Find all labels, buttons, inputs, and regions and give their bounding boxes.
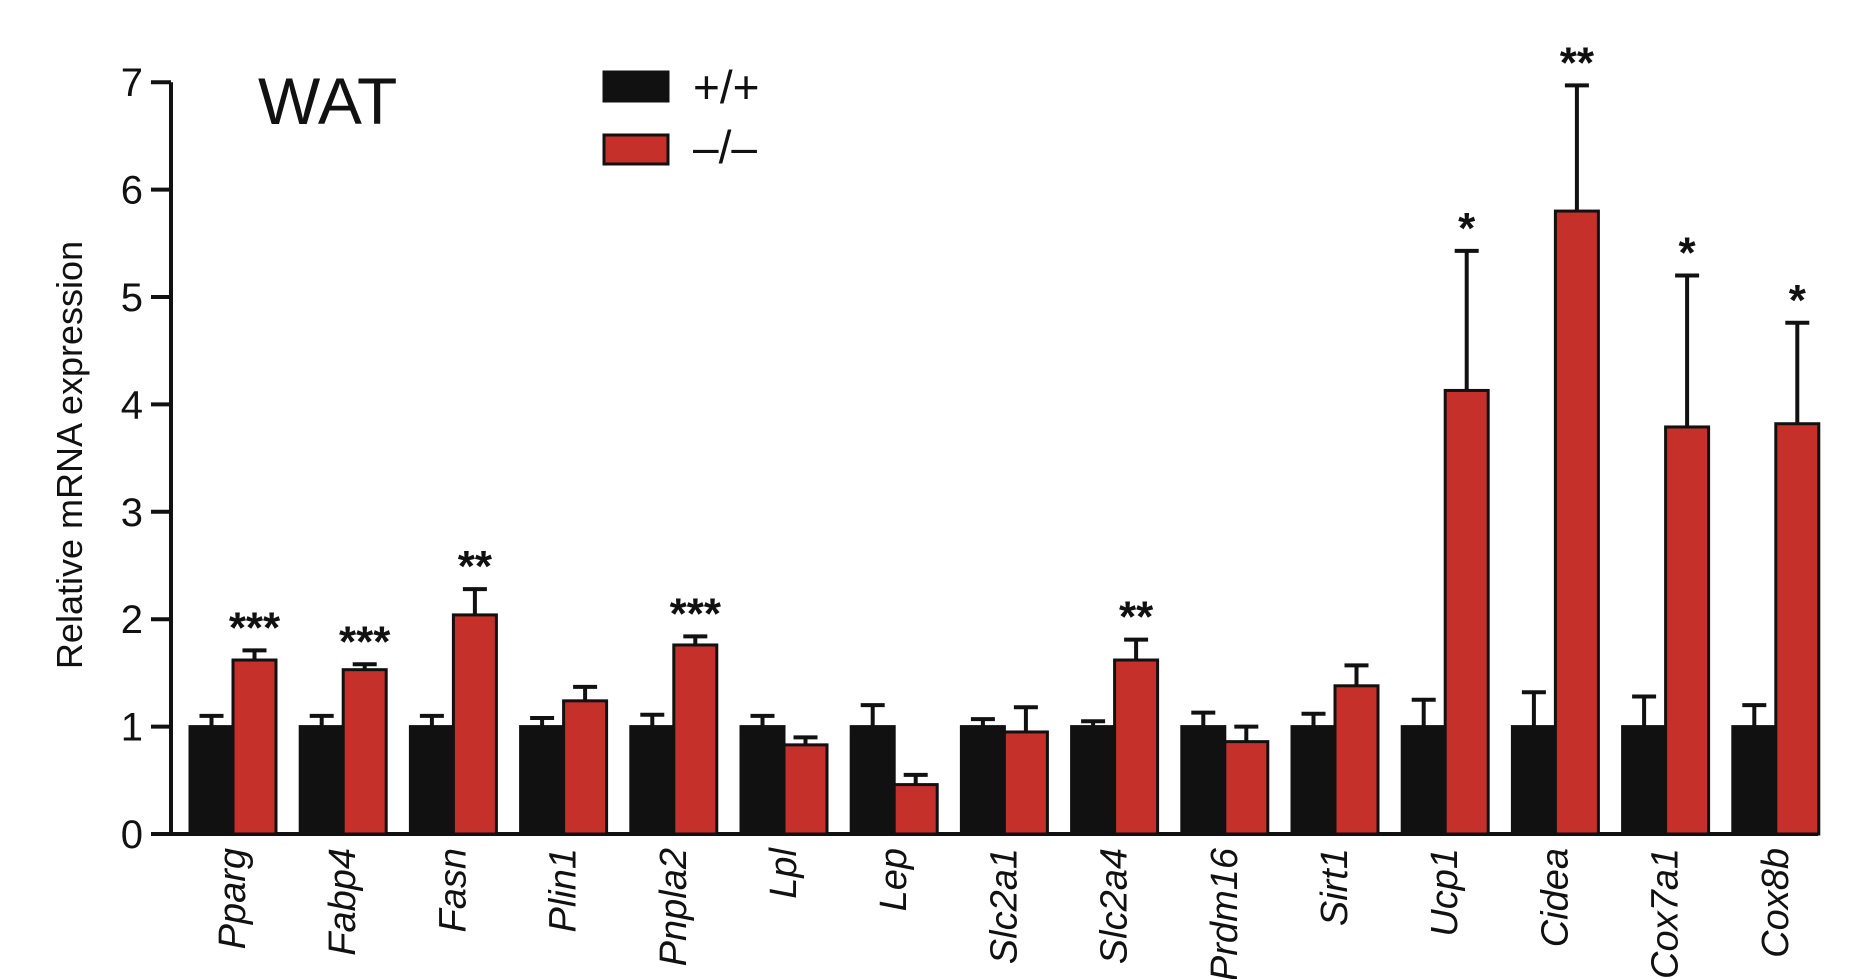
- x-tick-label: Slc2a4: [1094, 848, 1136, 964]
- y-tick-label: 3: [121, 491, 143, 535]
- legend-label-knockout: –/–: [693, 121, 757, 173]
- bar-wildtype-prdm16: [1180, 725, 1227, 836]
- bar-wildtype-lep: [849, 725, 896, 836]
- significance-marker: **: [1119, 593, 1154, 642]
- significance-marker: *: [1679, 229, 1697, 278]
- bar-knockout-lpl: [782, 743, 829, 836]
- bar-wildtype-plin1: [519, 725, 566, 836]
- x-tick-label: Plin1: [543, 848, 585, 933]
- y-tick-label: 0: [121, 813, 143, 857]
- x-tick-label: Fabp4: [322, 848, 364, 956]
- bar-knockout-lep: [892, 783, 939, 836]
- x-tick-label: Sirt1: [1314, 848, 1356, 926]
- significance-marker: **: [458, 542, 493, 591]
- bar-knockout-slc2a4: [1113, 658, 1160, 836]
- bar-wildtype-sirt1: [1290, 725, 1337, 836]
- bar-knockout-pnpla2: [672, 643, 719, 836]
- x-tick-label: Lpl: [763, 846, 805, 898]
- legend-swatch-knockout: [602, 133, 670, 166]
- x-tick-label: Slc2a1: [983, 848, 1025, 964]
- bar-wildtype-cox8b: [1731, 725, 1778, 836]
- bar-wildtype-fasn: [408, 725, 455, 836]
- significance-marker: ***: [229, 603, 281, 652]
- x-tick-label: Ucp1: [1424, 848, 1466, 937]
- legend: +/+ –/–: [602, 61, 760, 173]
- bar-wildtype-pnpla2: [629, 725, 676, 836]
- bar-wildtype-ucp1: [1400, 725, 1447, 836]
- x-tick-label: Cox8b: [1755, 848, 1797, 958]
- x-tick-label: Prdm16: [1204, 847, 1246, 979]
- x-tick-label: Pnpla2: [653, 848, 695, 966]
- significance-marker: *: [1458, 204, 1476, 253]
- bar-wildtype-cidea: [1510, 725, 1557, 836]
- x-tick-label: Lep: [873, 848, 915, 911]
- x-tick-label: Pparg: [212, 848, 254, 949]
- y-tick-label: 7: [121, 61, 143, 105]
- bar-knockout-fasn: [451, 613, 498, 836]
- bar-knockout-cidea: [1553, 209, 1600, 836]
- bar-knockout-plin1: [562, 699, 609, 836]
- bar-wildtype-cox7a1: [1621, 725, 1668, 836]
- bar-knockout-slc2a1: [1002, 730, 1049, 836]
- legend-label-wildtype: +/+: [693, 61, 760, 113]
- x-tick-label: Fasn: [432, 848, 474, 932]
- bar-wildtype-lpl: [739, 725, 786, 836]
- bar-knockout-ucp1: [1443, 388, 1490, 836]
- bar-wildtype-pparg: [188, 725, 235, 836]
- y-tick-label: 4: [121, 383, 143, 427]
- bar-knockout-prdm16: [1223, 740, 1270, 836]
- y-tick-label: 1: [121, 706, 143, 750]
- bar-wildtype-slc2a1: [959, 725, 1006, 836]
- bar-knockout-cox8b: [1774, 422, 1821, 836]
- significance-marker: ***: [339, 617, 391, 666]
- y-tick-label: 2: [121, 598, 143, 642]
- significance-marker: ***: [670, 589, 722, 638]
- bar-knockout-pparg: [231, 658, 278, 836]
- significance-marker: *: [1789, 276, 1807, 325]
- bar-wildtype-fabp4: [298, 725, 345, 836]
- y-axis-label: Relative mRNA expression: [49, 241, 90, 669]
- y-tick-label: 6: [121, 169, 143, 213]
- bar-wildtype-slc2a4: [1070, 725, 1117, 836]
- y-tick-label: 5: [121, 276, 143, 320]
- significance-marker: **: [1560, 38, 1595, 87]
- bar-knockout-cox7a1: [1664, 425, 1711, 836]
- bar-knockout-sirt1: [1333, 684, 1380, 836]
- chart-title: WAT: [258, 64, 397, 138]
- bar-knockout-fabp4: [341, 668, 388, 836]
- legend-swatch-wildtype: [602, 70, 670, 103]
- x-tick-label: Cox7a1: [1645, 848, 1687, 979]
- x-tick-label: Cidea: [1534, 848, 1576, 947]
